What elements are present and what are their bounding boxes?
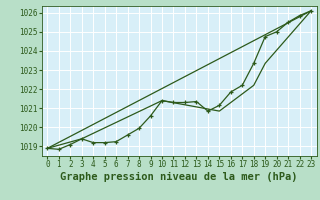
- X-axis label: Graphe pression niveau de la mer (hPa): Graphe pression niveau de la mer (hPa): [60, 172, 298, 182]
